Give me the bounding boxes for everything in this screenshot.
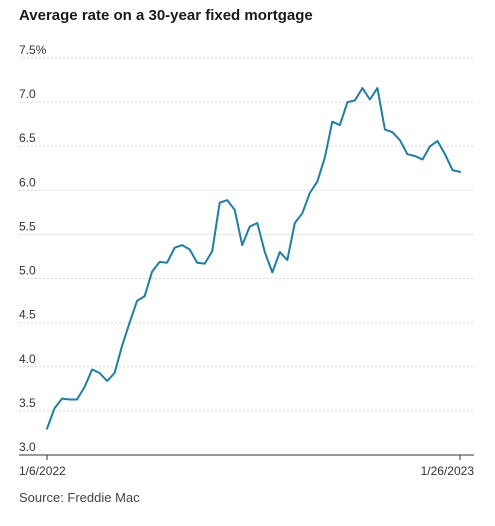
y-tick-label: 3.5	[19, 396, 36, 410]
series-line-mortgage-rate	[46, 87, 461, 430]
chart-title: Average rate on a 30-year fixed mortgage	[19, 7, 313, 24]
x-axis: 1/6/2022 1/26/2023	[19, 454, 475, 478]
y-tick-label: 5.5	[19, 219, 36, 233]
y-tick-label: 6.5	[19, 131, 36, 145]
series-layer	[46, 87, 461, 430]
source-note: Source: Freddie Mac	[19, 490, 140, 505]
y-tick-label: 7.0	[19, 87, 36, 101]
y-tick-label: 7.5%	[19, 43, 47, 57]
y-tick-label: 4.5	[19, 308, 36, 322]
x-tick-label: 1/26/2023	[421, 464, 475, 478]
y-axis-tick-labels: 3.0 3.5 4.0 4.5 5.0 5.5 6.0 6.5 7.0 7.5%	[19, 43, 47, 454]
y-tick-label: 6.0	[19, 175, 36, 189]
x-tick-label: 1/6/2022	[19, 464, 66, 478]
y-tick-label: 5.0	[19, 264, 36, 278]
y-tick-label: 4.0	[19, 352, 36, 366]
y-tick-label: 3.0	[19, 440, 36, 454]
